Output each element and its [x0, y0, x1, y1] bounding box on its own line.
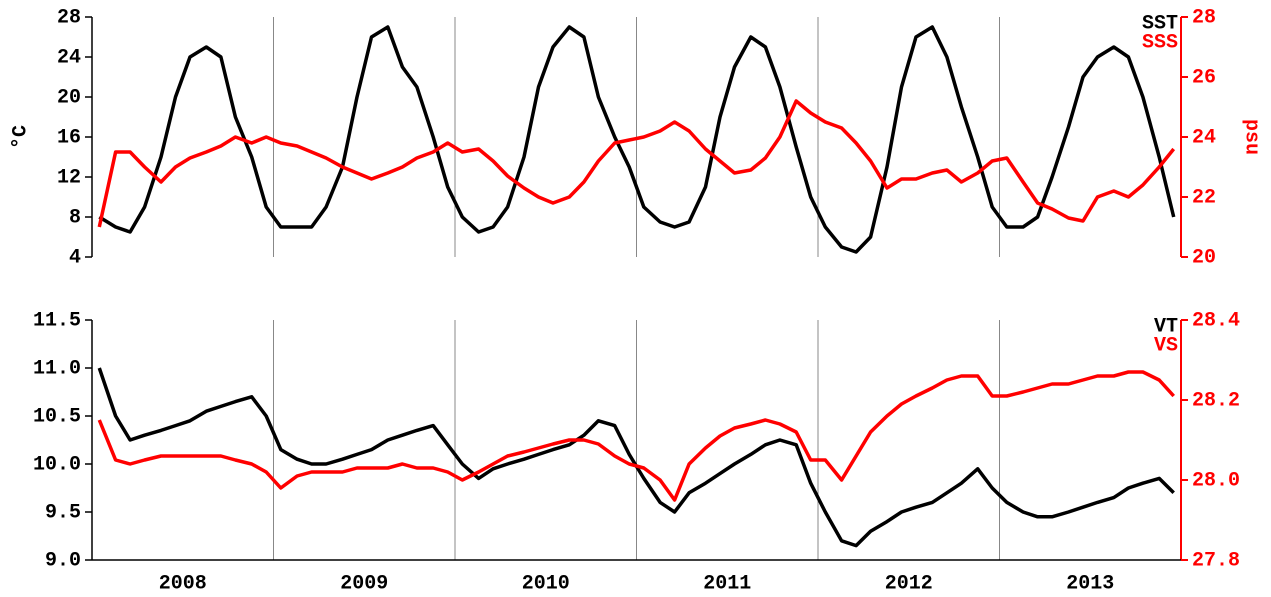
y2-tick-label: 26	[1192, 66, 1216, 89]
x-tick-label: 2011	[703, 572, 751, 595]
x-tick-label: 2008	[159, 572, 207, 595]
y2-tick-label: 28	[1192, 6, 1216, 29]
y2-tick-label: 28.0	[1192, 469, 1240, 492]
y-tick-label: 8	[69, 206, 81, 229]
x-tick-label: 2009	[340, 572, 388, 595]
y-tick-label: 11.5	[33, 309, 81, 332]
legend-label: VT	[1154, 315, 1178, 338]
y2-tick-label: 22	[1192, 186, 1216, 209]
y2-tick-label: 20	[1192, 246, 1216, 269]
y-tick-label: 4	[69, 246, 81, 269]
y-tick-label: 9.5	[45, 501, 81, 524]
y-tick-label: 28	[57, 6, 81, 29]
y-axis-label: °C	[9, 125, 32, 149]
line-series	[97, 99, 1176, 228]
x-tick-label: 2013	[1066, 572, 1114, 595]
y2-tick-label: 24	[1192, 126, 1216, 149]
legend-label: VS	[1154, 334, 1178, 357]
y2-axis-label: psu	[1240, 119, 1263, 155]
y-tick-label: 9.0	[45, 549, 81, 572]
y-tick-label: 11.0	[33, 357, 81, 380]
y2-tick-label: 27.8	[1192, 549, 1240, 572]
y2-tick-label: 28.2	[1192, 389, 1240, 412]
y-tick-label: 24	[57, 46, 81, 69]
line-series	[98, 25, 1176, 254]
y-tick-label: 10.5	[33, 405, 81, 428]
y-tick-label: 16	[57, 126, 81, 149]
legend-label: SST	[1142, 12, 1178, 35]
y2-tick-label: 28.4	[1192, 309, 1240, 332]
y-tick-label: 12	[57, 166, 81, 189]
x-tick-label: 2012	[885, 572, 933, 595]
y-tick-label: 20	[57, 86, 81, 109]
legend-label: SSS	[1142, 31, 1178, 54]
x-tick-label: 2010	[522, 572, 570, 595]
line-series	[97, 370, 1175, 502]
y-tick-label: 10.0	[33, 453, 81, 476]
